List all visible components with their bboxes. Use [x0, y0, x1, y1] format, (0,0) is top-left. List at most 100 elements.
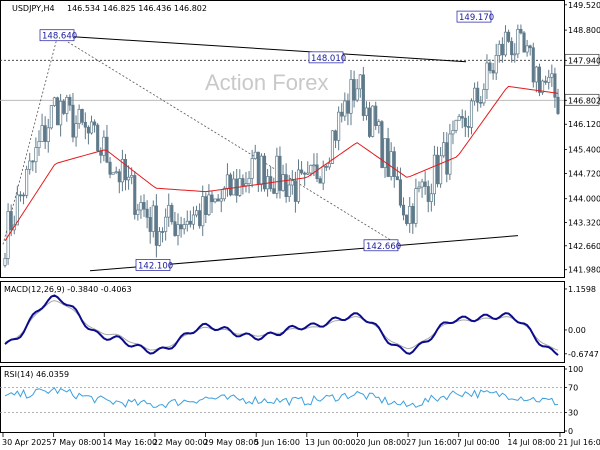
candle-body [28, 160, 32, 170]
candle-body [398, 179, 402, 206]
candle-body [457, 116, 461, 121]
candle-body [503, 31, 508, 56]
candle-body [25, 168, 29, 196]
candle-body [157, 231, 162, 246]
candle-body [531, 47, 535, 83]
time-tick-label: 7 Jul 00:00 [457, 438, 500, 447]
candle-body [250, 158, 254, 179]
price-tick-label: 144.000 [568, 195, 600, 204]
candle-body [198, 210, 202, 227]
candle-body [123, 158, 128, 181]
candle-body [59, 100, 63, 126]
candle-body [96, 124, 100, 152]
candle-body [108, 161, 112, 175]
macd-panel-frame [0, 281, 565, 363]
ann-142660-box [363, 239, 399, 252]
candle-body [176, 224, 180, 236]
candle-body [476, 87, 480, 103]
candle-body [500, 43, 504, 56]
candle-body [213, 198, 217, 203]
candle-body [448, 133, 452, 175]
candle-body [352, 79, 356, 101]
candle-body [541, 80, 545, 93]
candle-body [358, 74, 362, 90]
time-tick-label: 14 May 16:00 [102, 438, 157, 447]
candle-body [52, 97, 56, 106]
candle-body [46, 127, 50, 142]
macd-title: MACD(12,26,9) -0.3840 -0.4063 [4, 285, 132, 294]
candle-body [488, 62, 492, 71]
candle-body [207, 194, 211, 215]
macd-axis: 1.1598 0.00 -0.6747 [564, 285, 599, 359]
candle-body [494, 54, 498, 74]
candle-body [429, 193, 433, 202]
candle-body [232, 178, 236, 196]
macd-plot [4, 294, 559, 356]
candle-body [139, 202, 143, 211]
rsi-line [4, 387, 559, 409]
candle-body [275, 155, 279, 194]
ann-149170-box [456, 10, 492, 23]
macd-tick-label: -0.6747 [568, 350, 599, 359]
price-plot: 148.640 149.170 148.010 142.660 142.100 [0, 10, 564, 271]
ann-148640: 148.640 [42, 32, 77, 42]
candle-body [525, 45, 529, 53]
candle-body [182, 224, 186, 230]
price-tick-label: 147.940 [568, 56, 600, 65]
candle-body [463, 117, 467, 127]
candle-body [130, 175, 134, 178]
candle-body [383, 138, 387, 168]
candle-body [315, 164, 319, 179]
macd-main-line [4, 294, 559, 356]
candle-body [330, 130, 335, 164]
candle-body [34, 147, 38, 163]
candle-body [105, 136, 109, 163]
candle-body [49, 105, 53, 129]
time-tick-label: 5 Jun 16:00 [254, 438, 300, 447]
candle-body [340, 111, 344, 117]
candle-body [222, 187, 226, 200]
candle-body [201, 196, 205, 227]
candle-body [148, 217, 152, 232]
candle-body [417, 186, 421, 189]
candle-body [170, 204, 174, 223]
candle-body [228, 174, 233, 196]
candle-body [262, 155, 267, 190]
price-tick-label: 146.120 [568, 120, 600, 129]
candle-body [93, 121, 97, 126]
candle-body [62, 100, 66, 114]
candle-body [408, 205, 412, 224]
price-label-box [564, 93, 600, 106]
price-tick-label: 144.720 [568, 169, 600, 178]
candle-body [386, 138, 390, 177]
fib-line-right [57, 35, 401, 247]
candle-body [371, 105, 375, 137]
candle-body [395, 176, 399, 181]
candle-body [361, 74, 365, 116]
time-tick-label: 14 Jul 08:00 [507, 438, 555, 447]
candle-body [89, 121, 94, 134]
candle-body [3, 258, 7, 266]
price-tick-label: 143.320 [568, 219, 600, 228]
candle-body [164, 216, 168, 232]
price-tick-label: 142.660 [568, 242, 600, 251]
candle-body [216, 198, 220, 202]
ann-148010-box [308, 51, 344, 64]
candle-body [442, 142, 446, 157]
candle-body [185, 220, 189, 225]
upper-trendline [57, 35, 467, 63]
candle-body [519, 29, 523, 34]
rsi-tick-label: 30 [568, 408, 578, 417]
candle-body [389, 151, 393, 177]
candle-body [204, 196, 208, 215]
ann-148640-box [39, 29, 75, 42]
candle-body [377, 121, 381, 127]
candle-body [435, 154, 440, 185]
candle-body [349, 79, 353, 114]
candle-body [420, 181, 424, 188]
candle-body [534, 66, 538, 83]
candle-body [466, 126, 470, 128]
candle-body [136, 209, 140, 215]
macd-tick-label: 1.1598 [568, 285, 596, 294]
